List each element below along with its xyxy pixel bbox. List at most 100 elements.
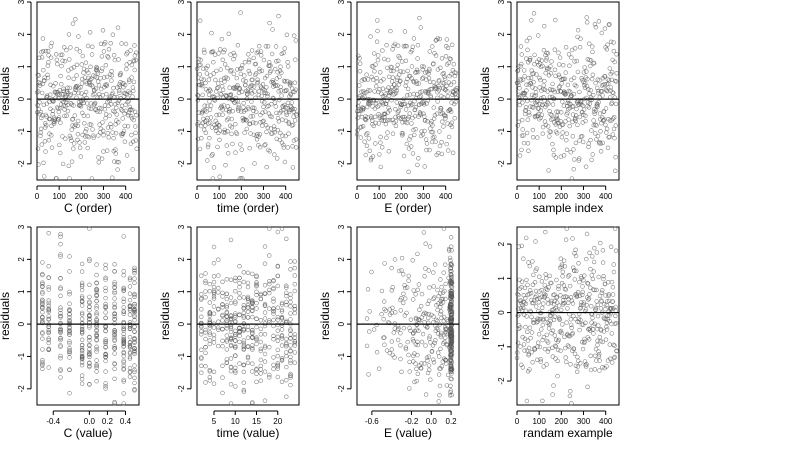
data-point: [574, 268, 579, 274]
data-point: [527, 57, 533, 63]
data-point: [384, 101, 389, 107]
data-point: [426, 311, 431, 317]
data-point: [214, 89, 219, 94]
data-point: [271, 84, 276, 89]
data-point: [119, 41, 124, 46]
data-point: [284, 364, 289, 370]
data-point: [240, 176, 245, 181]
data-point: [602, 74, 608, 79]
data-point: [123, 102, 128, 107]
data-point: [550, 81, 555, 87]
data-point: [131, 58, 136, 63]
data-point: [562, 334, 567, 340]
data-point: [254, 300, 259, 306]
data-point: [574, 369, 580, 374]
data-point: [199, 347, 204, 352]
data-point: [271, 366, 276, 372]
data-point: [446, 134, 452, 140]
data-point: [46, 231, 51, 236]
data-point: [573, 113, 579, 118]
data-point: [571, 91, 577, 97]
data-point: [65, 85, 70, 91]
data-point: [275, 353, 280, 359]
data-point: [211, 381, 217, 386]
data-point: [218, 47, 223, 52]
data-point: [449, 322, 454, 328]
data-point: [245, 327, 251, 333]
data-point: [524, 314, 529, 319]
data-point: [225, 65, 230, 71]
data-point: [601, 276, 606, 282]
data-point: [448, 82, 454, 87]
data-point: [398, 356, 403, 362]
data-point: [402, 313, 407, 318]
data-point: [448, 346, 453, 351]
data-point: [444, 383, 450, 388]
data-point: [524, 398, 530, 404]
data-point: [449, 273, 454, 278]
data-point: [71, 65, 77, 70]
data-point: [606, 78, 612, 83]
x-tick-label: 0: [515, 192, 520, 201]
data-point: [614, 71, 619, 76]
data-point: [427, 244, 433, 249]
data-point: [133, 130, 138, 136]
data-point: [403, 296, 408, 301]
data-point: [127, 291, 133, 296]
data-point: [235, 67, 240, 72]
data-point: [558, 119, 563, 124]
data-points: [354, 15, 459, 175]
data-point: [264, 164, 269, 170]
data-point: [220, 87, 226, 93]
data-point: [103, 341, 108, 346]
data-point: [530, 85, 535, 90]
data-point: [600, 288, 605, 293]
data-point: [276, 13, 281, 19]
data-point: [570, 104, 576, 109]
y-tick-label: 2: [337, 257, 346, 262]
data-point: [254, 289, 259, 294]
data-point: [393, 106, 398, 112]
data-point: [241, 100, 246, 106]
data-point: [587, 250, 592, 256]
data-point: [389, 347, 394, 352]
data-point: [568, 317, 573, 322]
data-point: [568, 362, 573, 367]
data-point: [90, 84, 96, 89]
data-point: [211, 261, 217, 266]
data-point: [292, 310, 297, 316]
data-point: [85, 43, 91, 49]
data-point: [566, 273, 572, 278]
data-point: [429, 129, 434, 135]
data-point: [58, 367, 63, 372]
data-point: [593, 305, 598, 311]
data-point: [590, 72, 596, 78]
data-point: [411, 353, 416, 359]
data-point: [275, 334, 280, 339]
data-point: [611, 90, 616, 96]
data-point: [288, 311, 293, 316]
data-point: [283, 133, 288, 139]
data-point: [282, 88, 287, 94]
y-tick-label: 0: [17, 96, 26, 101]
data-point: [611, 126, 617, 132]
data-point: [410, 44, 415, 49]
data-point: [127, 354, 133, 360]
data-point: [219, 36, 225, 42]
data-point: [357, 83, 362, 88]
data-point: [595, 342, 600, 348]
data-point: [520, 100, 525, 105]
data-point: [40, 271, 45, 277]
data-point: [132, 318, 137, 323]
data-point: [48, 106, 53, 112]
data-point: [439, 284, 444, 290]
data-point: [571, 346, 577, 352]
data-point: [253, 61, 259, 67]
data-point: [525, 282, 530, 288]
data-point: [288, 267, 293, 272]
data-point: [103, 305, 108, 310]
data-point: [127, 366, 133, 371]
data-point: [567, 283, 573, 289]
data-point: [270, 27, 275, 32]
data-point: [518, 78, 524, 83]
